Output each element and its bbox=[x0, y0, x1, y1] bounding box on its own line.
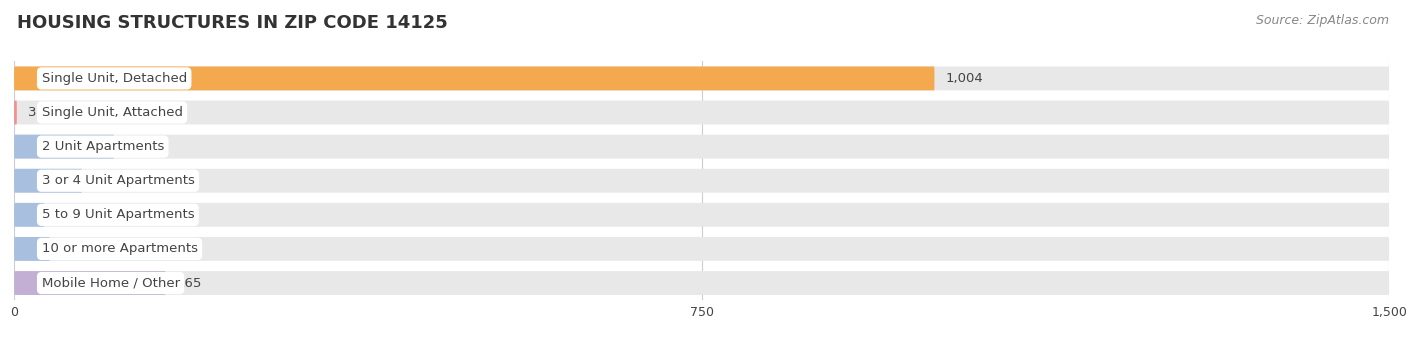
FancyBboxPatch shape bbox=[14, 135, 1389, 159]
FancyBboxPatch shape bbox=[14, 271, 166, 295]
Text: 2 Unit Apartments: 2 Unit Apartments bbox=[42, 140, 165, 153]
Text: Single Unit, Attached: Single Unit, Attached bbox=[42, 106, 183, 119]
Text: 3 or 4 Unit Apartments: 3 or 4 Unit Apartments bbox=[42, 174, 194, 187]
FancyBboxPatch shape bbox=[14, 271, 1389, 295]
FancyBboxPatch shape bbox=[14, 135, 114, 159]
Text: 109: 109 bbox=[125, 140, 150, 153]
Text: Single Unit, Detached: Single Unit, Detached bbox=[42, 72, 187, 85]
Text: 10 or more Apartments: 10 or more Apartments bbox=[42, 242, 198, 255]
FancyBboxPatch shape bbox=[14, 237, 1389, 261]
Text: 3: 3 bbox=[28, 106, 37, 119]
FancyBboxPatch shape bbox=[14, 169, 82, 193]
Text: 1,004: 1,004 bbox=[945, 72, 983, 85]
FancyBboxPatch shape bbox=[14, 66, 1389, 90]
FancyBboxPatch shape bbox=[14, 203, 45, 227]
FancyBboxPatch shape bbox=[14, 101, 1389, 124]
Text: HOUSING STRUCTURES IN ZIP CODE 14125: HOUSING STRUCTURES IN ZIP CODE 14125 bbox=[17, 14, 447, 32]
Text: 165: 165 bbox=[176, 277, 201, 290]
FancyBboxPatch shape bbox=[14, 101, 17, 124]
FancyBboxPatch shape bbox=[14, 237, 49, 261]
Text: 5 to 9 Unit Apartments: 5 to 9 Unit Apartments bbox=[42, 208, 194, 221]
Text: 74: 74 bbox=[93, 174, 110, 187]
Text: 39: 39 bbox=[60, 242, 77, 255]
Text: Source: ZipAtlas.com: Source: ZipAtlas.com bbox=[1256, 14, 1389, 27]
Text: Mobile Home / Other: Mobile Home / Other bbox=[42, 277, 180, 290]
FancyBboxPatch shape bbox=[14, 66, 935, 90]
FancyBboxPatch shape bbox=[14, 203, 1389, 227]
Text: 33: 33 bbox=[55, 208, 72, 221]
FancyBboxPatch shape bbox=[14, 169, 1389, 193]
